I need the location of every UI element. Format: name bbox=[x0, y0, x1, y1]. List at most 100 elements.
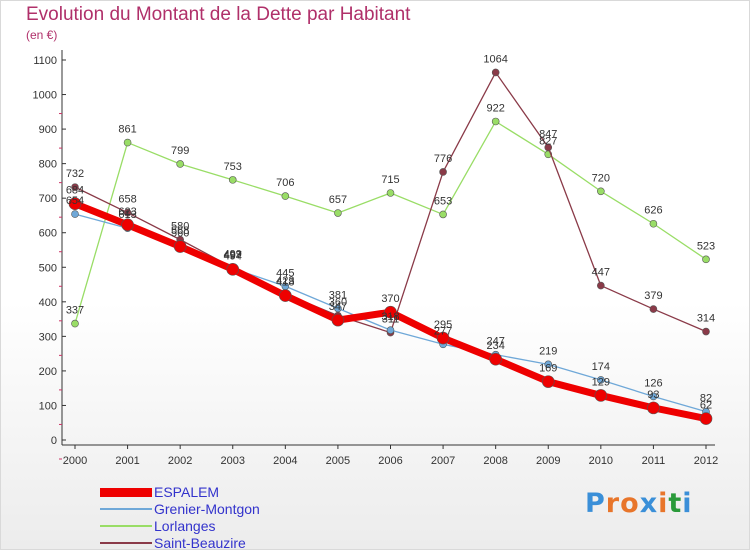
data-point-saint-beauzire bbox=[123, 208, 132, 217]
legend: ESPALEM Grenier-Montgon Lorlanges Saint-Bea… bbox=[100, 484, 360, 552]
data-label-saint-beauzire: 379 bbox=[644, 290, 662, 302]
data-label-saint-beauzire: 499 bbox=[224, 249, 242, 261]
data-point-grenier-montgon bbox=[544, 360, 553, 369]
x-tick-label: 2010 bbox=[589, 455, 613, 467]
y-tick-label: 400 bbox=[39, 297, 57, 309]
data-label-espalem: 234 bbox=[486, 340, 504, 352]
data-point-lorlanges bbox=[649, 219, 658, 228]
data-label-espalem: 623 bbox=[118, 206, 136, 218]
data-point-lorlanges bbox=[123, 138, 132, 147]
data-label-grenier-montgon: 445 bbox=[276, 267, 294, 279]
data-point-espalem bbox=[279, 289, 292, 302]
data-label-espalem: 129 bbox=[592, 376, 610, 388]
data-label-saint-beauzire: 314 bbox=[697, 313, 715, 325]
data-label-espalem: 93 bbox=[647, 389, 659, 401]
data-point-lorlanges bbox=[176, 160, 184, 168]
x-tick-label: 2006 bbox=[378, 455, 402, 467]
data-label-lorlanges: 337 bbox=[66, 305, 84, 317]
data-label-espalem: 169 bbox=[539, 363, 557, 375]
x-tick-label: 2005 bbox=[326, 455, 350, 467]
x-tick-label: 2001 bbox=[115, 455, 139, 467]
data-point-espalem bbox=[121, 218, 134, 232]
data-label-grenier-montgon: 247 bbox=[486, 336, 504, 348]
proxiti-logo: Proxiti bbox=[585, 488, 693, 519]
data-label-saint-beauzire: 658 bbox=[118, 194, 136, 206]
data-point-lorlanges bbox=[439, 210, 447, 219]
data-point-espalem bbox=[489, 352, 502, 366]
data-label-espalem: 370 bbox=[381, 293, 399, 305]
legend-label: Grenier-Montgon bbox=[154, 501, 260, 517]
data-label-saint-beauzire: 447 bbox=[592, 267, 610, 279]
data-label-espalem: 494 bbox=[224, 250, 242, 262]
data-point-espalem bbox=[647, 401, 660, 415]
data-label-saint-beauzire: 732 bbox=[66, 168, 84, 180]
y-tick-label: 200 bbox=[39, 366, 57, 378]
x-tick-label: 2003 bbox=[221, 455, 245, 467]
data-label-grenier-montgon: 381 bbox=[329, 289, 347, 301]
data-label-grenier-montgon: 219 bbox=[539, 345, 557, 357]
legend-item: Lorlanges bbox=[100, 518, 360, 535]
y-tick-label: 1000 bbox=[33, 90, 57, 102]
y-tick-label: 1100 bbox=[33, 55, 57, 67]
data-point-lorlanges bbox=[597, 187, 605, 196]
data-label-lorlanges: 827 bbox=[539, 135, 557, 147]
data-label-grenier-montgon: 174 bbox=[592, 361, 610, 373]
data-point-espalem bbox=[331, 313, 345, 327]
legend-label: Saint-Beauzire bbox=[154, 535, 246, 551]
data-label-lorlanges: 753 bbox=[224, 161, 242, 173]
data-point-grenier-montgon bbox=[649, 392, 658, 401]
legend-swatch bbox=[100, 525, 152, 527]
x-tick-label: 2007 bbox=[431, 455, 455, 467]
y-tick-label: 0 bbox=[51, 435, 57, 447]
data-point-espalem bbox=[541, 375, 555, 388]
data-label-saint-beauzire: 1064 bbox=[483, 53, 507, 65]
data-label-grenier-montgon: 497 bbox=[224, 249, 242, 261]
data-point-espalem bbox=[226, 263, 240, 276]
data-point-lorlanges bbox=[281, 192, 290, 200]
legend-item: Grenier-Montgon bbox=[100, 501, 360, 518]
data-label-lorlanges: 626 bbox=[644, 205, 662, 217]
legend-swatch bbox=[100, 487, 152, 497]
y-tick-label: 900 bbox=[39, 124, 57, 136]
legend-swatch bbox=[100, 542, 152, 544]
chart-title: Evolution du Montant de la Dette par Hab… bbox=[26, 4, 411, 25]
data-label-lorlanges: 657 bbox=[329, 194, 347, 206]
data-point-lorlanges bbox=[386, 189, 395, 197]
data-label-grenier-montgon: 318 bbox=[381, 311, 399, 323]
x-tick-label: 2000 bbox=[63, 455, 87, 467]
chart-subtitle: (en €) bbox=[26, 28, 58, 42]
data-label-saint-beauzire: 776 bbox=[434, 153, 452, 165]
y-tick-label: 700 bbox=[39, 193, 57, 205]
data-label-saint-beauzire: 580 bbox=[171, 221, 189, 233]
data-point-saint-beauzire bbox=[439, 168, 447, 176]
data-point-espalem bbox=[436, 331, 450, 345]
data-label-grenier-montgon: 613 bbox=[118, 209, 136, 221]
data-label-lorlanges: 720 bbox=[592, 172, 610, 184]
data-point-saint-beauzire bbox=[597, 281, 605, 290]
data-point-lorlanges bbox=[491, 117, 500, 126]
data-label-lorlanges: 715 bbox=[381, 174, 399, 186]
data-point-grenier-montgon bbox=[71, 210, 79, 218]
data-point-grenier-montgon bbox=[386, 326, 395, 334]
data-point-lorlanges bbox=[71, 319, 79, 328]
data-point-saint-beauzire bbox=[491, 68, 500, 77]
data-point-saint-beauzire bbox=[702, 327, 710, 336]
y-tick-label: 100 bbox=[39, 400, 57, 412]
data-label-lorlanges: 922 bbox=[486, 102, 504, 114]
data-point-espalem bbox=[68, 197, 82, 211]
y-tick-label: 800 bbox=[39, 159, 57, 171]
data-label-grenier-montgon: 82 bbox=[700, 393, 712, 405]
legend-item: ESPALEM bbox=[100, 484, 360, 501]
x-tick-label: 2009 bbox=[536, 455, 560, 467]
data-point-lorlanges bbox=[228, 176, 237, 184]
data-label-lorlanges: 861 bbox=[118, 124, 136, 136]
x-tick-label: 2008 bbox=[483, 455, 507, 467]
data-point-lorlanges bbox=[334, 209, 342, 217]
x-tick-label: 2011 bbox=[642, 455, 666, 467]
data-label-grenier-montgon: 654 bbox=[66, 195, 84, 207]
legend-label: Lorlanges bbox=[154, 518, 216, 534]
data-label-grenier-montgon: 126 bbox=[644, 377, 662, 389]
data-point-saint-beauzire bbox=[544, 143, 553, 152]
data-label-lorlanges: 523 bbox=[697, 240, 715, 252]
legend-item: Saint-Beauzire bbox=[100, 535, 360, 552]
